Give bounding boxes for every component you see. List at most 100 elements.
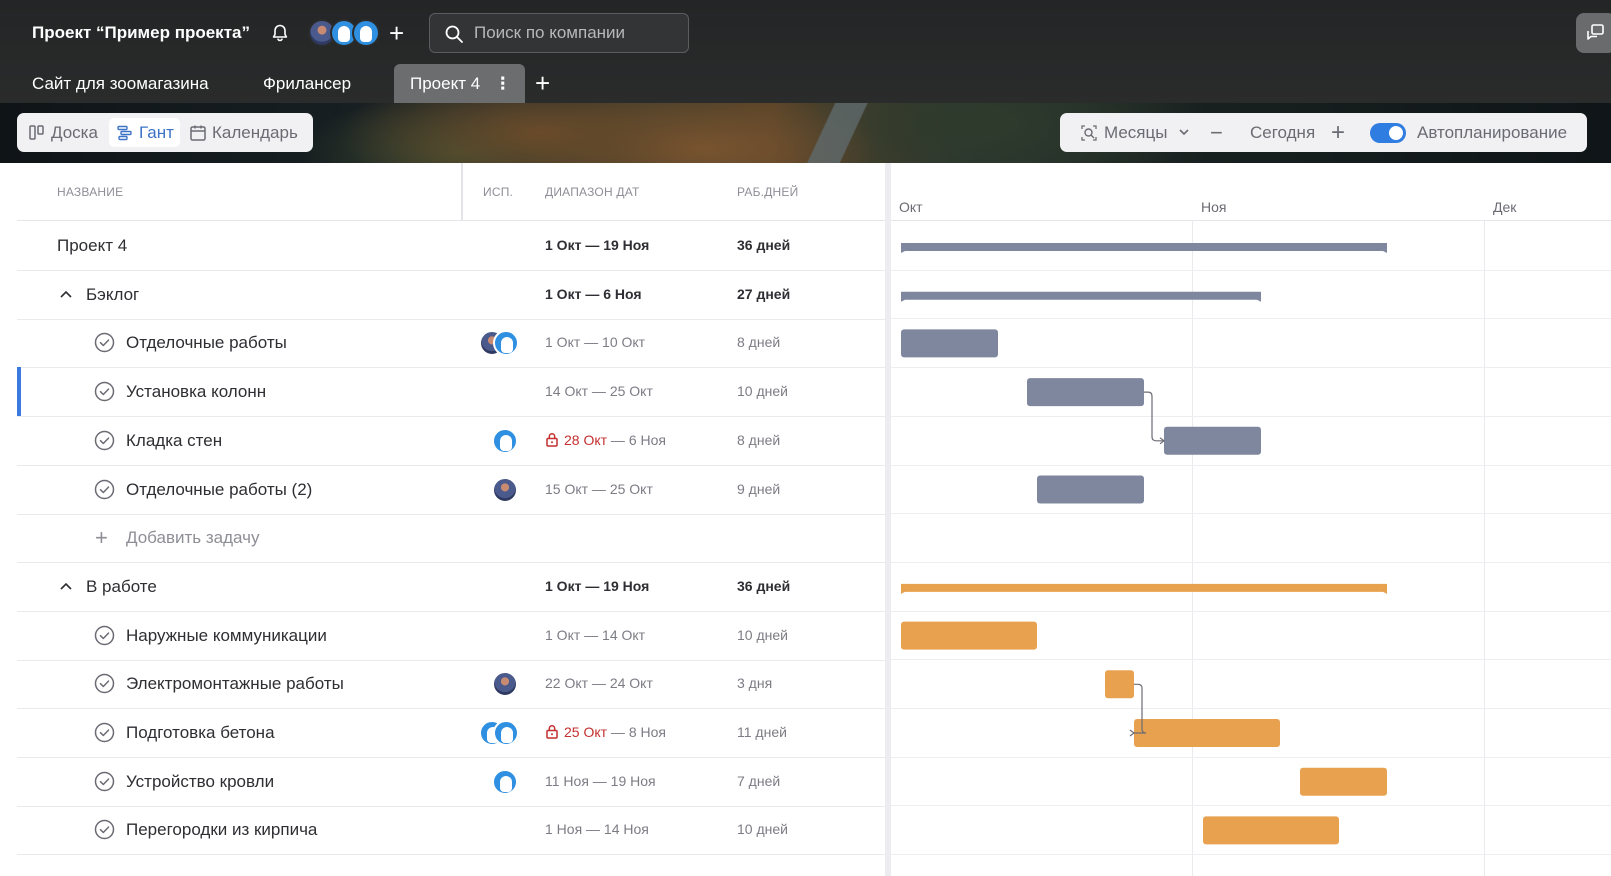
avatar[interactable] <box>352 19 380 47</box>
column-days-header[interactable]: РАБ.ДНЕЙ <box>737 185 799 199</box>
summary-bar[interactable] <box>901 291 1261 302</box>
date-range[interactable]: 1 Окт — 14 Окт <box>545 626 646 643</box>
date-range[interactable]: 28 Окт — 6 Ноя <box>545 416 666 465</box>
table-row[interactable]: Электромонтажные работы 22 Окт — 24 Окт 3 … <box>17 659 885 710</box>
project-row[interactable]: Проект 4 1 Окт — 19 Ноя 36 дней <box>17 221 885 271</box>
date-range[interactable]: 11 Ноя — 19 Ноя <box>545 772 656 789</box>
task-bar[interactable] <box>1105 670 1134 699</box>
scale-dropdown[interactable]: Месяцы <box>1080 113 1190 152</box>
today-button[interactable]: Сегодня <box>1250 123 1316 142</box>
task-bar[interactable] <box>1037 475 1144 504</box>
add-tab-plus-icon[interactable]: + <box>535 68 551 98</box>
task-complete-icon[interactable] <box>94 625 115 646</box>
end-date: — 6 Ноя <box>607 431 666 448</box>
table-row[interactable]: Кладка стен 28 Окт — 6 Ноя 8 дней <box>17 416 885 466</box>
task-complete-icon[interactable] <box>94 381 115 402</box>
add-task-plus-icon[interactable]: + <box>95 525 108 551</box>
table-row[interactable]: Перегородки из кирпича 1 Ноя — 14 Ноя 10 д… <box>17 805 885 856</box>
task-bar[interactable] <box>1300 767 1387 796</box>
add-task-link[interactable]: Добавить задачу <box>126 528 260 548</box>
search-input[interactable] <box>474 20 674 46</box>
gantt-chart: Окт Ноя Дек <box>891 163 1611 876</box>
task-bar[interactable] <box>1203 816 1339 845</box>
task-name[interactable]: Отделочные работы (2) <box>126 479 313 499</box>
date-range[interactable]: 25 Окт — 8 Ноя <box>545 708 666 757</box>
task-bar[interactable] <box>901 621 1037 650</box>
row-gridline <box>891 756 1611 758</box>
add-member-plus-icon[interactable]: + <box>389 18 405 48</box>
task-name[interactable]: Устройство кровли <box>126 771 275 791</box>
task-name[interactable]: В работе <box>86 576 157 596</box>
tab-zoo-site[interactable]: Сайт для зоомагазина <box>32 64 209 103</box>
date-range[interactable]: 15 Окт — 25 Окт <box>545 480 653 497</box>
task-complete-icon[interactable] <box>94 722 115 743</box>
autoplan-toggle[interactable] <box>1370 123 1406 143</box>
date-range[interactable]: 1 Окт — 6 Ноя <box>545 285 642 302</box>
date-range[interactable]: 1 Ноя — 14 Ноя <box>545 821 649 838</box>
view-calendar[interactable]: Календарь <box>182 118 304 147</box>
task-name[interactable]: Установка колонн <box>126 382 267 402</box>
task-bar[interactable] <box>1134 719 1280 747</box>
work-days: 9 дней <box>737 480 781 497</box>
task-complete-icon[interactable] <box>94 771 115 792</box>
dependency-arrow-icon <box>1159 437 1165 445</box>
dependency-link[interactable] <box>1134 683 1147 734</box>
row-gridline <box>891 708 1611 709</box>
task-complete-icon[interactable] <box>94 332 115 353</box>
add-task-row[interactable]: + Добавить задачу <box>17 513 885 564</box>
task-name[interactable]: Электромонтажные работы <box>126 674 344 694</box>
avatar[interactable] <box>330 19 358 47</box>
task-name[interactable]: Отделочные работы <box>126 333 287 353</box>
date-range[interactable]: 1 Окт — 19 Ноя <box>545 237 650 253</box>
panel-divider[interactable] <box>885 163 891 876</box>
table-row[interactable]: Устройство кровли 11 Ноя — 19 Ноя 7 дней <box>17 757 885 807</box>
date-range[interactable]: 1 Окт — 19 Ноя <box>545 577 650 594</box>
chat-button[interactable] <box>1576 13 1611 53</box>
chevron-up-icon[interactable] <box>59 581 73 591</box>
group-row[interactable]: Бэклог 1 Окт — 6 Ноя 27 дней <box>17 270 885 320</box>
summary-bar[interactable] <box>901 583 1387 594</box>
bell-icon[interactable] <box>270 23 290 43</box>
company-search[interactable] <box>429 13 689 53</box>
zoom-in-button[interactable]: + <box>1331 119 1346 146</box>
row-gridline <box>891 415 1611 417</box>
table-row[interactable]: Наружные коммуникации 1 Окт — 14 Окт 10 дн… <box>17 611 885 661</box>
table-row[interactable]: Отделочные работы (2) 15 Окт — 25 Окт 9 дн… <box>17 465 885 515</box>
task-bar[interactable] <box>901 329 998 358</box>
date-range[interactable]: 1 Окт — 10 Окт <box>545 334 646 351</box>
table-row[interactable]: Отделочные работы 1 Окт — 10 Окт 8 дней <box>17 318 885 369</box>
task-name[interactable]: Наружные коммуникации <box>126 625 327 645</box>
task-name[interactable]: Перегородки из кирпича <box>126 820 318 840</box>
task-complete-icon[interactable] <box>94 430 115 451</box>
view-board[interactable]: Доска <box>21 118 104 147</box>
task-name[interactable]: Подготовка бетона <box>126 723 275 742</box>
project-title[interactable]: Проект “Пример проекта” <box>32 23 250 42</box>
date-range[interactable]: 22 Окт — 24 Окт <box>545 675 653 692</box>
column-resizer[interactable] <box>461 163 463 221</box>
avatar <box>492 671 518 698</box>
chevron-up-icon[interactable] <box>59 289 73 299</box>
dependency-link[interactable] <box>1144 391 1164 442</box>
more-dots-icon[interactable]: ⋮ <box>494 74 512 93</box>
group-row[interactable]: В работе 1 Окт — 19 Ноя 36 дней <box>17 562 885 612</box>
task-name[interactable]: Бэклог <box>86 284 140 304</box>
table-row[interactable]: Подготовка бетона 25 Окт — 8 Ноя 11 дней <box>17 708 885 758</box>
task-complete-icon[interactable] <box>94 673 115 694</box>
task-complete-icon[interactable] <box>94 479 115 500</box>
date-range[interactable]: 14 Окт — 25 Окт <box>545 383 653 400</box>
task-name[interactable]: Проект 4 <box>57 236 128 255</box>
locked-start-date: 25 Окт <box>564 724 608 740</box>
task-complete-icon[interactable] <box>94 819 115 840</box>
tab-project-4[interactable]: Проект 4 ⋮ <box>394 64 526 103</box>
task-bar[interactable] <box>1164 426 1261 455</box>
tab-freelancer[interactable]: Фрилансер <box>263 64 351 103</box>
zoom-out-button[interactable]: − <box>1210 120 1223 145</box>
view-gantt[interactable]: Гант <box>109 118 180 147</box>
task-bar[interactable] <box>1027 378 1144 407</box>
summary-bar[interactable] <box>901 243 1387 253</box>
column-name-header[interactable]: НАЗВАНИЕ <box>57 185 124 199</box>
task-name[interactable]: Кладка стен <box>126 430 223 450</box>
column-assignee-header[interactable]: ИСП. <box>483 185 514 199</box>
column-range-header[interactable]: ДИАПАЗОН ДАТ <box>545 185 640 199</box>
table-row[interactable]: Установка колонн 14 Окт — 25 Окт 10 дней <box>17 367 885 418</box>
